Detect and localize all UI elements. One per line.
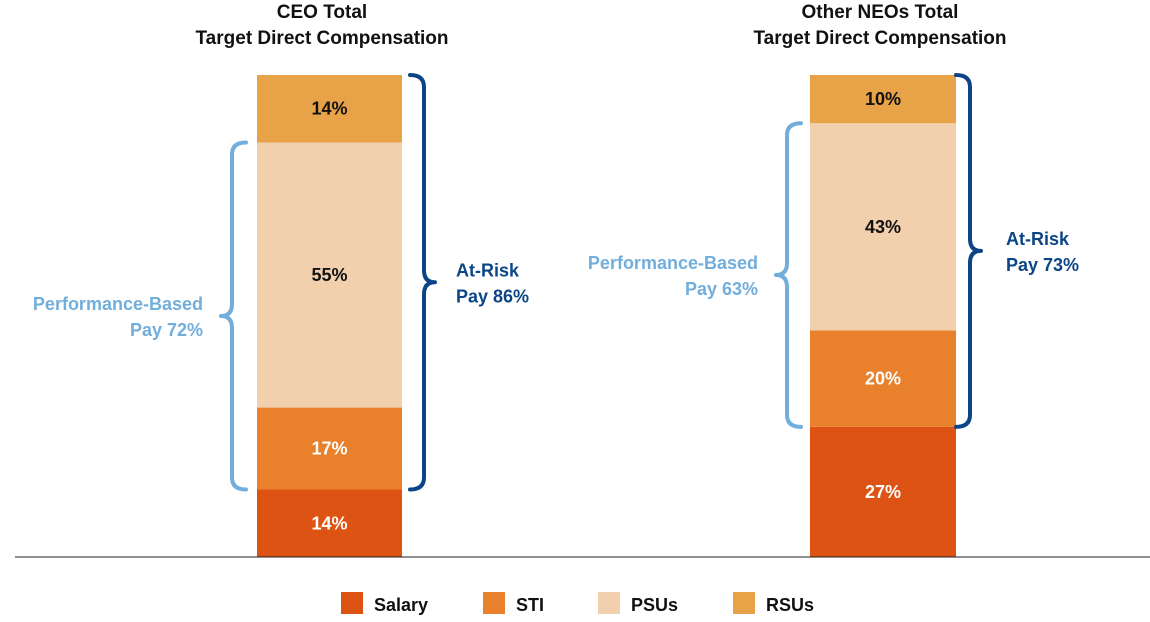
ceo-label-salary: 14% <box>311 513 347 533</box>
legend-label-psus: PSUs <box>631 595 678 615</box>
legend-swatch-sti <box>483 592 505 614</box>
neo-chart-title-line-2: Target Direct Compensation <box>753 28 1006 49</box>
neo-label-salary: 27% <box>865 482 901 502</box>
neo-bar-segment-sti <box>810 330 956 427</box>
neo-label-rsus: 10% <box>865 89 901 109</box>
ceo-label-psus: 55% <box>311 265 347 285</box>
ceo-bar-segment-sti <box>257 407 402 490</box>
legend-swatch-salary <box>341 592 363 614</box>
ceo-performance-based-bracket <box>219 140 248 492</box>
neo-bar-segment-rsus <box>810 75 956 124</box>
ceo-at-risk-label-line-1: At-Risk <box>456 260 520 280</box>
ceo-chart-title-line-2: Target Direct Compensation <box>195 28 448 49</box>
ceo-label-sti: 17% <box>311 439 347 459</box>
ceo-chart-title-line-1: CEO Total <box>277 2 367 23</box>
neo-at-risk-label-line-2: Pay 73% <box>1006 255 1079 275</box>
neo-label-psus: 43% <box>865 217 901 237</box>
neo-label-sti: 20% <box>865 369 901 389</box>
ceo-label-rsus: 14% <box>311 99 347 119</box>
neo-at-risk-bracket <box>954 73 983 429</box>
neo-chart-title-line-1: Other NEOs Total <box>802 2 959 23</box>
legend-label-sti: STI <box>516 595 544 615</box>
legend-label-salary: Salary <box>374 595 428 615</box>
neo-performance-based-bracket <box>774 121 803 429</box>
ceo-at-risk-label-line-2: Pay 86% <box>456 286 529 306</box>
ceo-bar-segment-salary <box>257 489 402 557</box>
ceo-bar-segment-psus <box>257 142 402 408</box>
legend-swatch-psus <box>598 592 620 614</box>
neo-bar-segment-psus <box>810 123 956 331</box>
legend-swatch-rsus <box>733 592 755 614</box>
ceo-at-risk-bracket <box>408 73 437 492</box>
ceo-performance-based-label-line-1: Performance-Based <box>33 294 203 314</box>
neo-bar-segment-salary <box>810 426 956 557</box>
legend-label-rsus: RSUs <box>766 595 814 615</box>
ceo-performance-based-label-line-2: Pay 72% <box>130 320 203 340</box>
neo-performance-based-label-line-2: Pay 63% <box>685 279 758 299</box>
ceo-bar-segment-rsus <box>257 75 402 143</box>
neo-at-risk-label-line-1: At-Risk <box>1006 229 1070 249</box>
neo-performance-based-label-line-1: Performance-Based <box>588 253 758 273</box>
